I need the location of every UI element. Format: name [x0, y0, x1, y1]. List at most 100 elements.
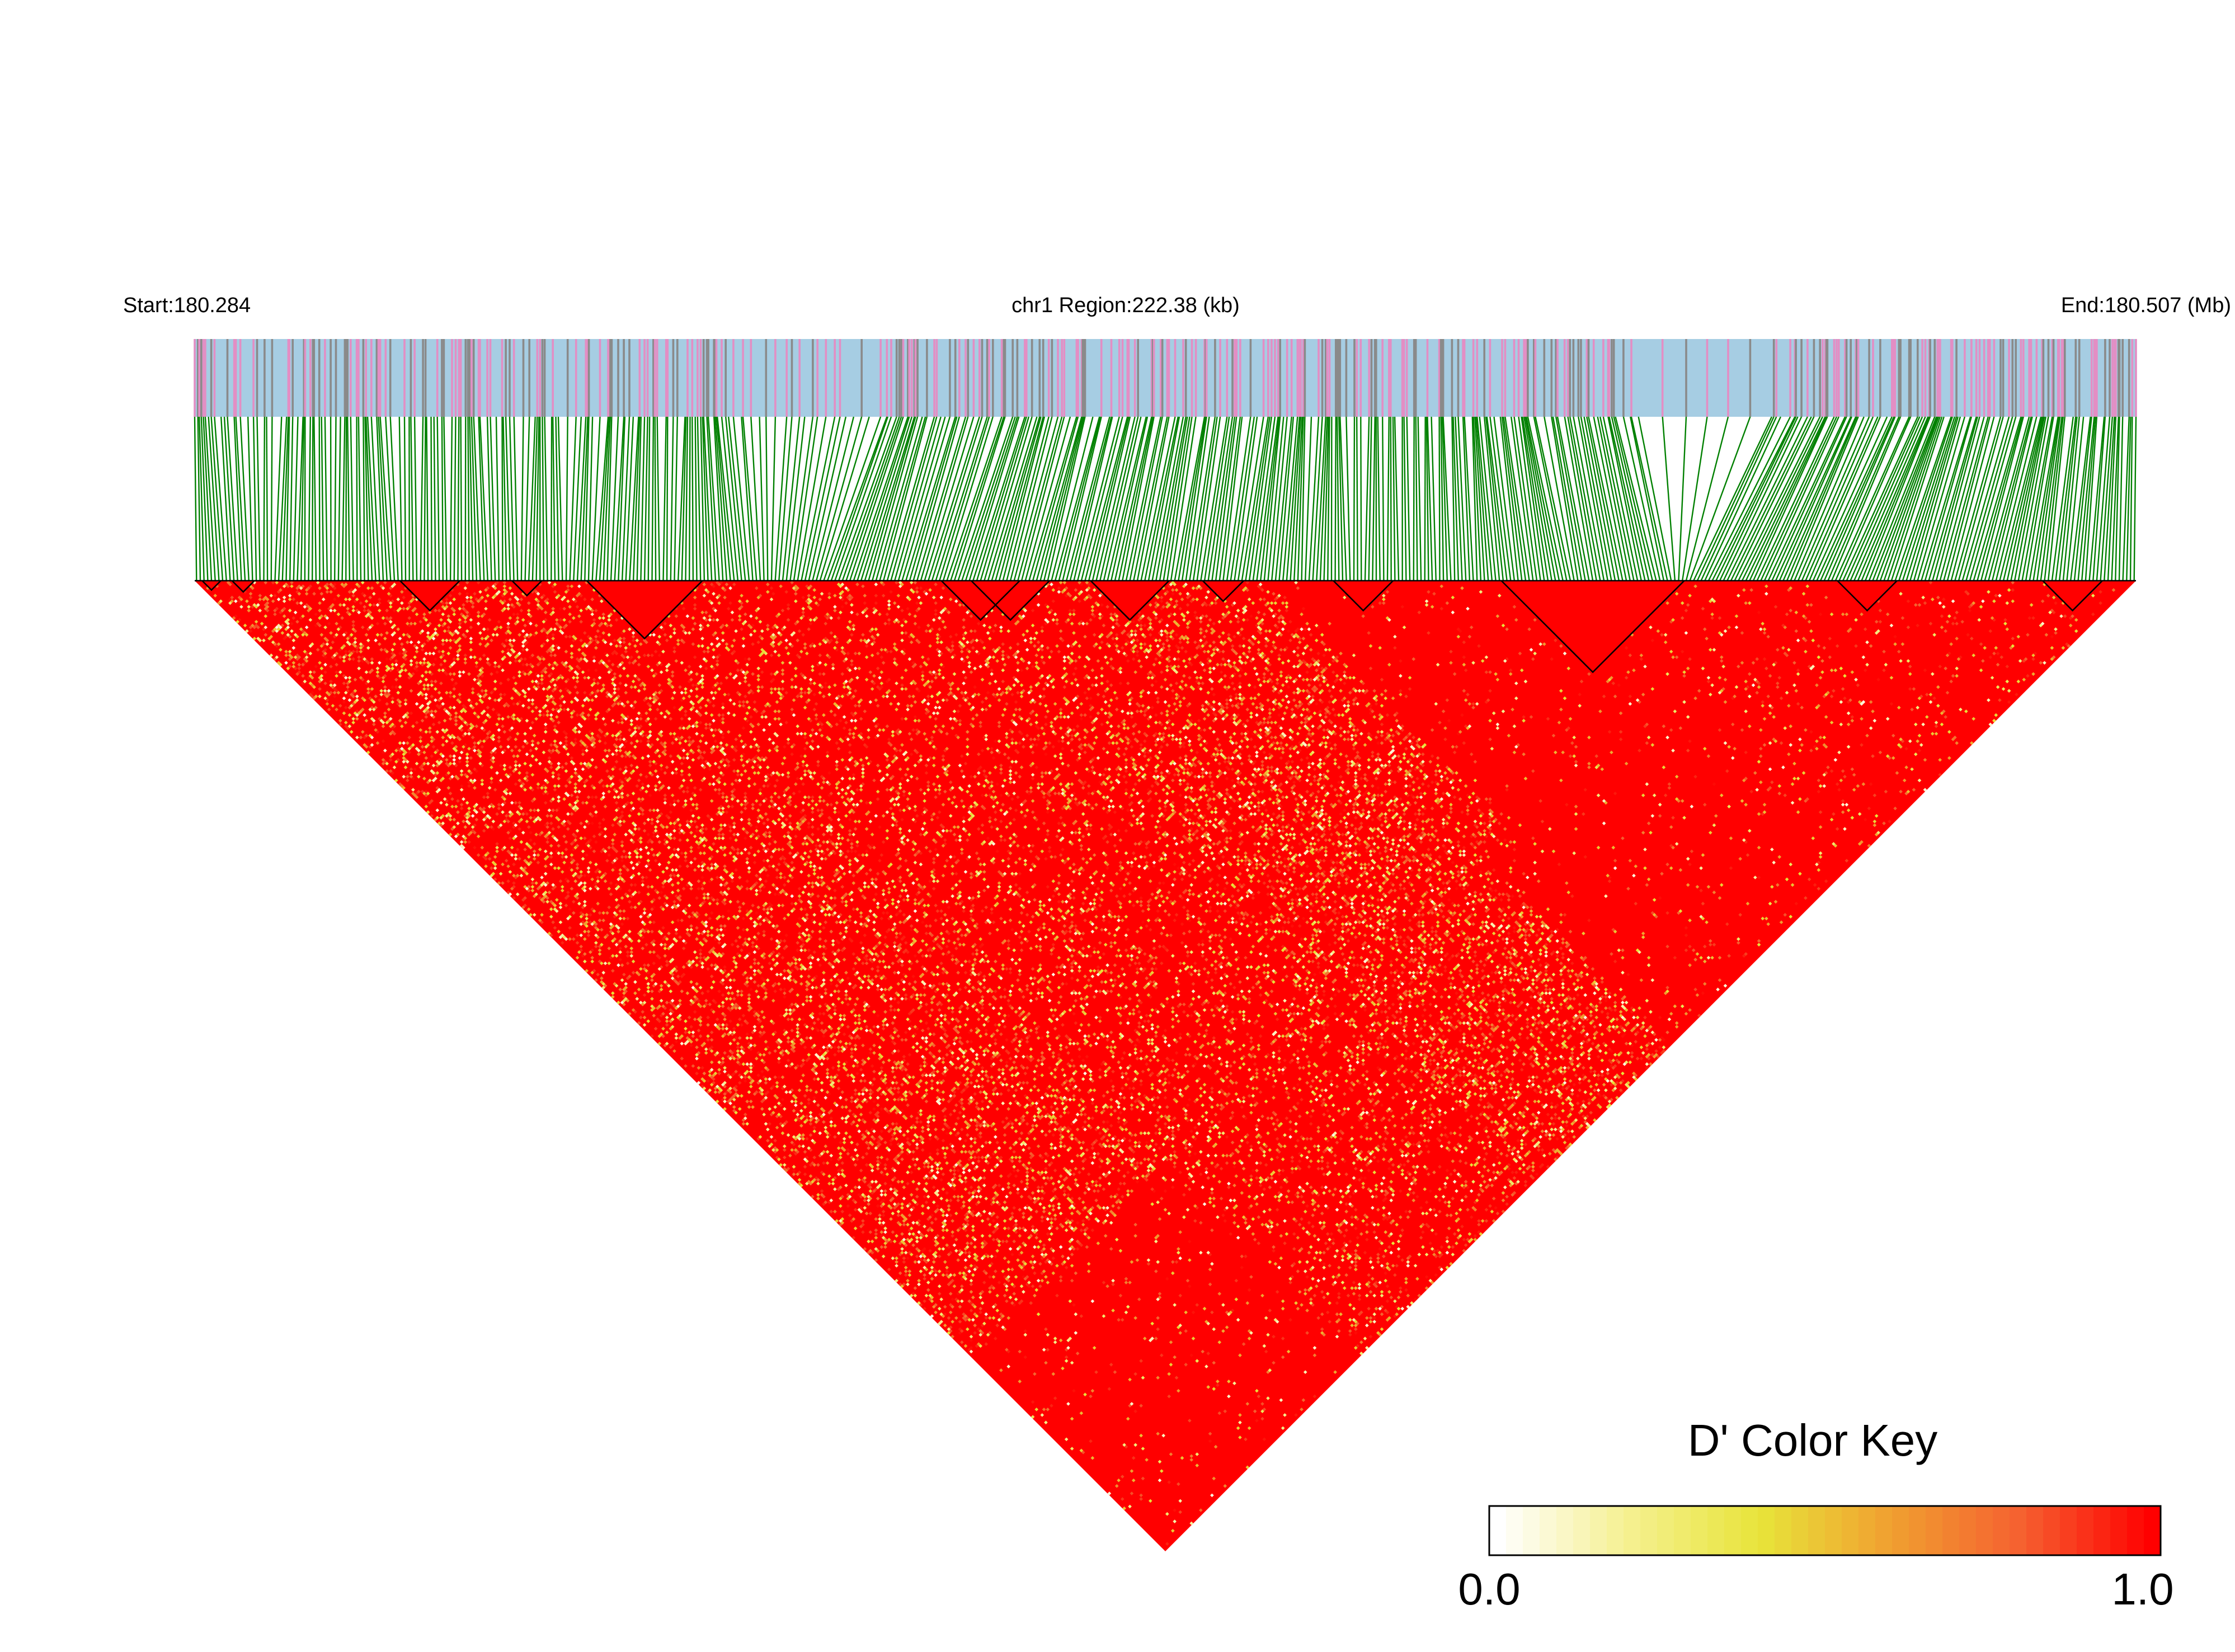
ld-cell — [717, 1086, 721, 1090]
snp-track-tick — [2135, 339, 2137, 417]
snp-track-tick — [1235, 339, 1238, 417]
ld-cell — [389, 758, 393, 762]
snp-track-tick — [2028, 339, 2030, 417]
snp-connector — [531, 416, 538, 581]
snp-connector — [1597, 416, 1631, 581]
ld-cell — [342, 711, 346, 716]
ld-cell — [495, 872, 499, 876]
snp-track-tick — [1100, 339, 1103, 417]
snp-connector — [293, 416, 299, 581]
snp-track-tick — [410, 339, 412, 417]
ld-cell — [702, 1086, 707, 1090]
snp-track-tick — [1955, 339, 1958, 417]
ld-cell — [958, 1327, 962, 1331]
ld-cell — [628, 1011, 632, 1016]
ld-cell — [797, 1170, 802, 1174]
snp-track-tick — [1463, 339, 1466, 417]
snp-track-tick — [1772, 339, 1775, 417]
snp-connector — [1013, 416, 1059, 581]
ld-cell — [585, 969, 589, 973]
snp-connector — [2115, 416, 2120, 581]
snp-connector — [1364, 416, 1370, 581]
snp-track-tick — [1328, 339, 1331, 417]
snp-connector — [1237, 416, 1264, 581]
ld-cell — [726, 1099, 731, 1104]
snp-connector — [998, 416, 1044, 581]
snp-connector — [1066, 416, 1111, 581]
snp-connector — [1894, 416, 1952, 581]
snp-connector — [1556, 416, 1590, 581]
ld-cell — [558, 935, 563, 939]
ld-cell — [839, 1219, 843, 1223]
snp-connector — [1638, 416, 1672, 581]
snp-connector — [555, 416, 559, 581]
snp-connector — [1969, 416, 2017, 581]
ld-cell — [851, 1236, 856, 1240]
ld-cell — [743, 1112, 747, 1117]
ld-cell — [310, 683, 314, 688]
ld-cell — [506, 890, 510, 895]
snp-connector — [1308, 416, 1320, 581]
snp-connector — [1756, 416, 1835, 581]
snp-connector — [1181, 416, 1207, 581]
ld-cell — [999, 1368, 1003, 1372]
ld-cell — [790, 1174, 794, 1178]
snp-connector — [1133, 416, 1168, 581]
snp-track-tick — [1950, 339, 1952, 417]
ld-cell — [236, 620, 240, 624]
ld-cell — [462, 845, 465, 850]
ld-cell — [381, 750, 385, 755]
ld-cell — [228, 601, 232, 605]
ld-cell — [934, 1303, 938, 1307]
ld-cell — [303, 679, 307, 684]
snp-connector — [1222, 416, 1243, 581]
ld-cell — [390, 771, 394, 775]
snp-track-tick — [1110, 339, 1113, 417]
snp-connector — [815, 416, 863, 581]
snp-track-tick — [1555, 339, 1557, 417]
snp-connector — [1274, 416, 1292, 581]
ld-cell — [364, 733, 369, 738]
ld-cell — [230, 595, 234, 600]
snp-connector — [1823, 416, 1896, 581]
snp-track-tick — [501, 339, 504, 417]
snp-connector — [1988, 416, 2032, 581]
snp-track-tick — [1845, 339, 1848, 417]
ld-cell — [820, 1193, 824, 1197]
snp-connector — [894, 416, 942, 581]
ld-cell — [723, 1099, 727, 1104]
ld-cell — [928, 1297, 932, 1301]
snp-track-tick — [1381, 339, 1384, 417]
ld-cell — [779, 1163, 783, 1167]
snp-track-tick — [1152, 339, 1155, 417]
snp-connector — [1312, 416, 1323, 581]
ld-cell — [497, 881, 501, 885]
snp-track-tick — [375, 339, 378, 417]
ld-cell — [943, 1323, 947, 1328]
snp-track-tick — [575, 339, 577, 417]
snp-track-tick — [1727, 339, 1729, 417]
snp-track-tick — [1121, 339, 1124, 417]
snp-track-tick — [424, 339, 427, 417]
snp-connector — [1868, 416, 1936, 581]
ld-cell — [728, 1098, 732, 1102]
snp-track-tick — [2118, 339, 2121, 417]
snp-track-tick — [2030, 339, 2032, 417]
ld-cell — [697, 1066, 701, 1070]
ld-cell — [402, 786, 406, 790]
snp-track-tick — [1405, 339, 1408, 417]
snp-connector — [270, 416, 273, 581]
snp-connector — [1394, 416, 1400, 581]
snp-connector — [505, 416, 511, 581]
snp-connector — [424, 416, 426, 581]
snp-connector — [1522, 416, 1549, 581]
snp-connector — [1381, 416, 1385, 581]
snp-connector — [204, 416, 216, 581]
snp-track-tick — [911, 339, 913, 417]
snp-connector — [1876, 416, 1938, 581]
snp-connector — [1129, 416, 1163, 581]
snp-connector — [1726, 416, 1808, 581]
snp-track-tick — [1047, 339, 1050, 417]
ld-cell — [732, 1105, 736, 1109]
ld-cell — [239, 605, 243, 609]
